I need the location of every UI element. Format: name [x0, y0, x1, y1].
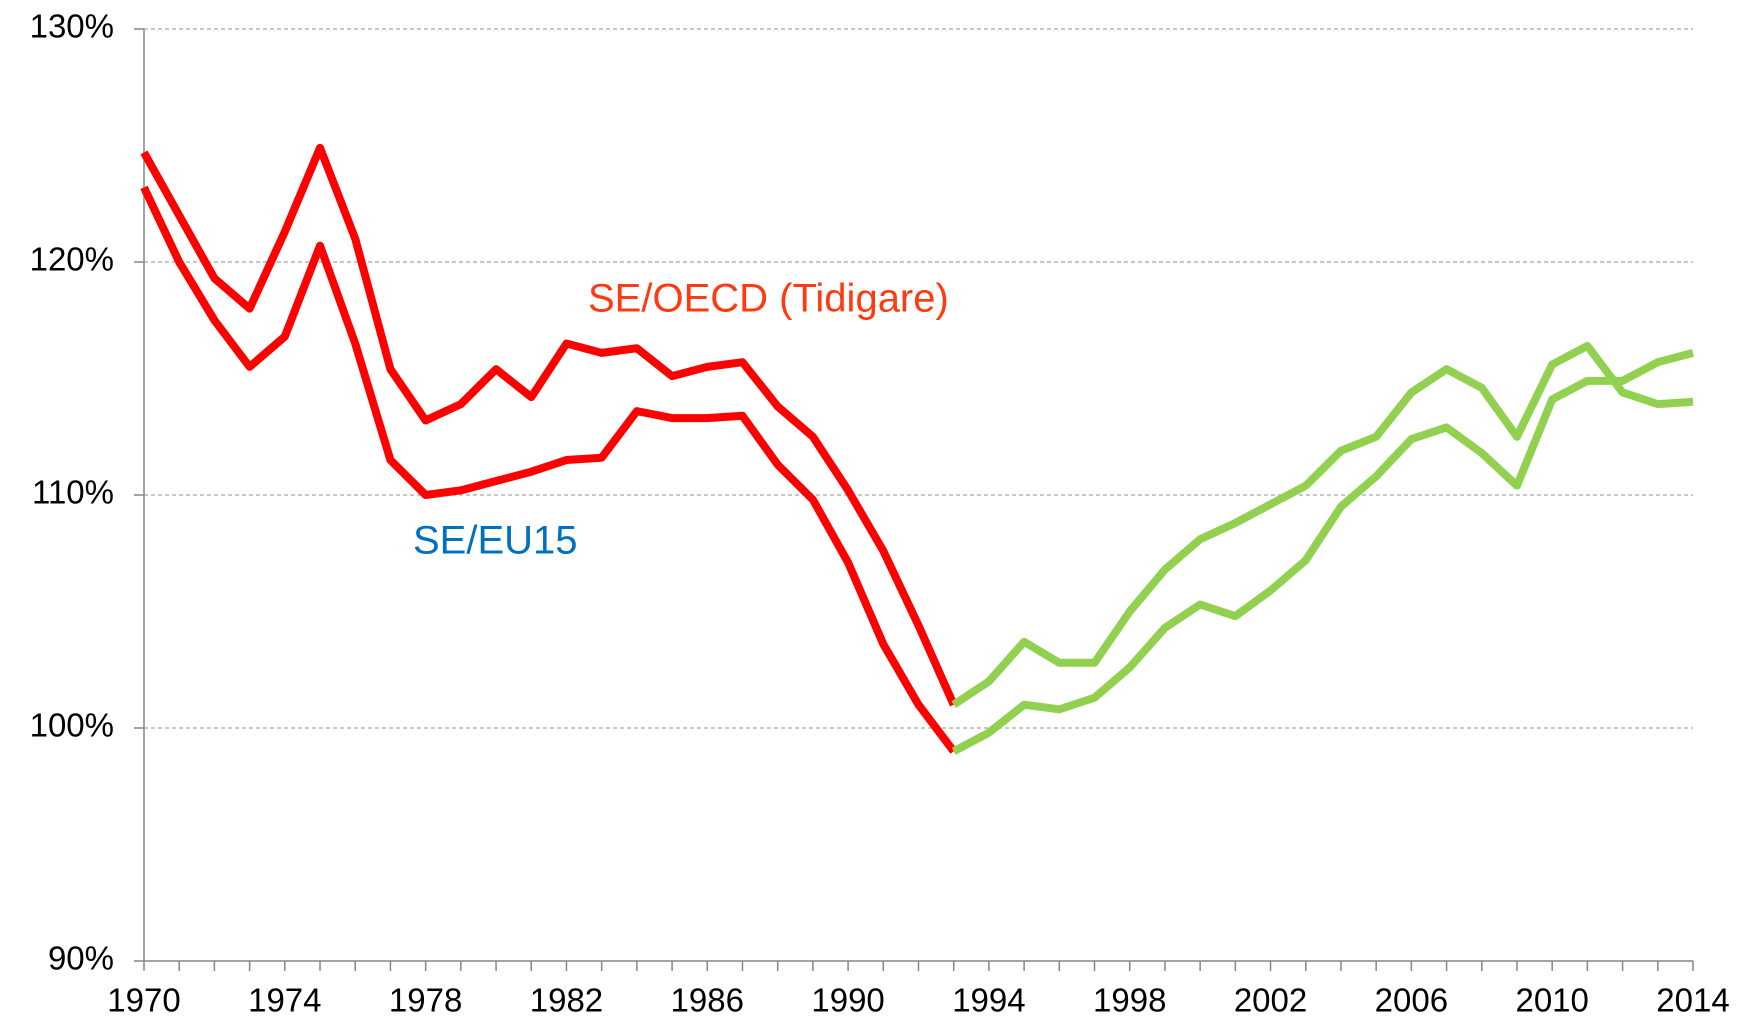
- y-tick-label: 90%: [48, 940, 114, 977]
- x-tick-label: 1974: [248, 982, 321, 1019]
- x-tick-label: 1998: [1093, 982, 1166, 1019]
- series-line: [951, 341, 1694, 709]
- x-tick-label: 1994: [952, 982, 1025, 1019]
- x-tick-label: 2014: [1656, 982, 1729, 1019]
- y-tick-label: 130%: [30, 8, 114, 45]
- x-tick-label: 1970: [107, 982, 180, 1019]
- series-line: [951, 349, 1695, 755]
- x-tick-label: 1978: [389, 982, 462, 1019]
- series-line: [140, 143, 958, 707]
- y-tick-label: 110%: [32, 474, 114, 511]
- x-tick-label: 1982: [530, 982, 603, 1019]
- annotation: SE/OECD (Tidigare): [588, 277, 949, 321]
- y-tick-label: 120%: [30, 241, 114, 278]
- annotation: SE/EU15: [413, 519, 578, 563]
- x-tick-label: 1990: [811, 982, 884, 1019]
- x-tick-label: 2006: [1375, 982, 1448, 1019]
- series-line: [140, 185, 957, 754]
- x-tick-label: 2002: [1234, 982, 1307, 1019]
- x-tick-label: 1986: [671, 982, 744, 1019]
- x-tick-label: 2010: [1515, 982, 1588, 1019]
- y-tick-label: 100%: [30, 707, 114, 744]
